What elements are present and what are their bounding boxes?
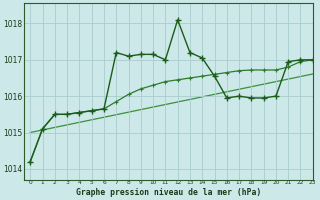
X-axis label: Graphe pression niveau de la mer (hPa): Graphe pression niveau de la mer (hPa) bbox=[76, 188, 261, 197]
